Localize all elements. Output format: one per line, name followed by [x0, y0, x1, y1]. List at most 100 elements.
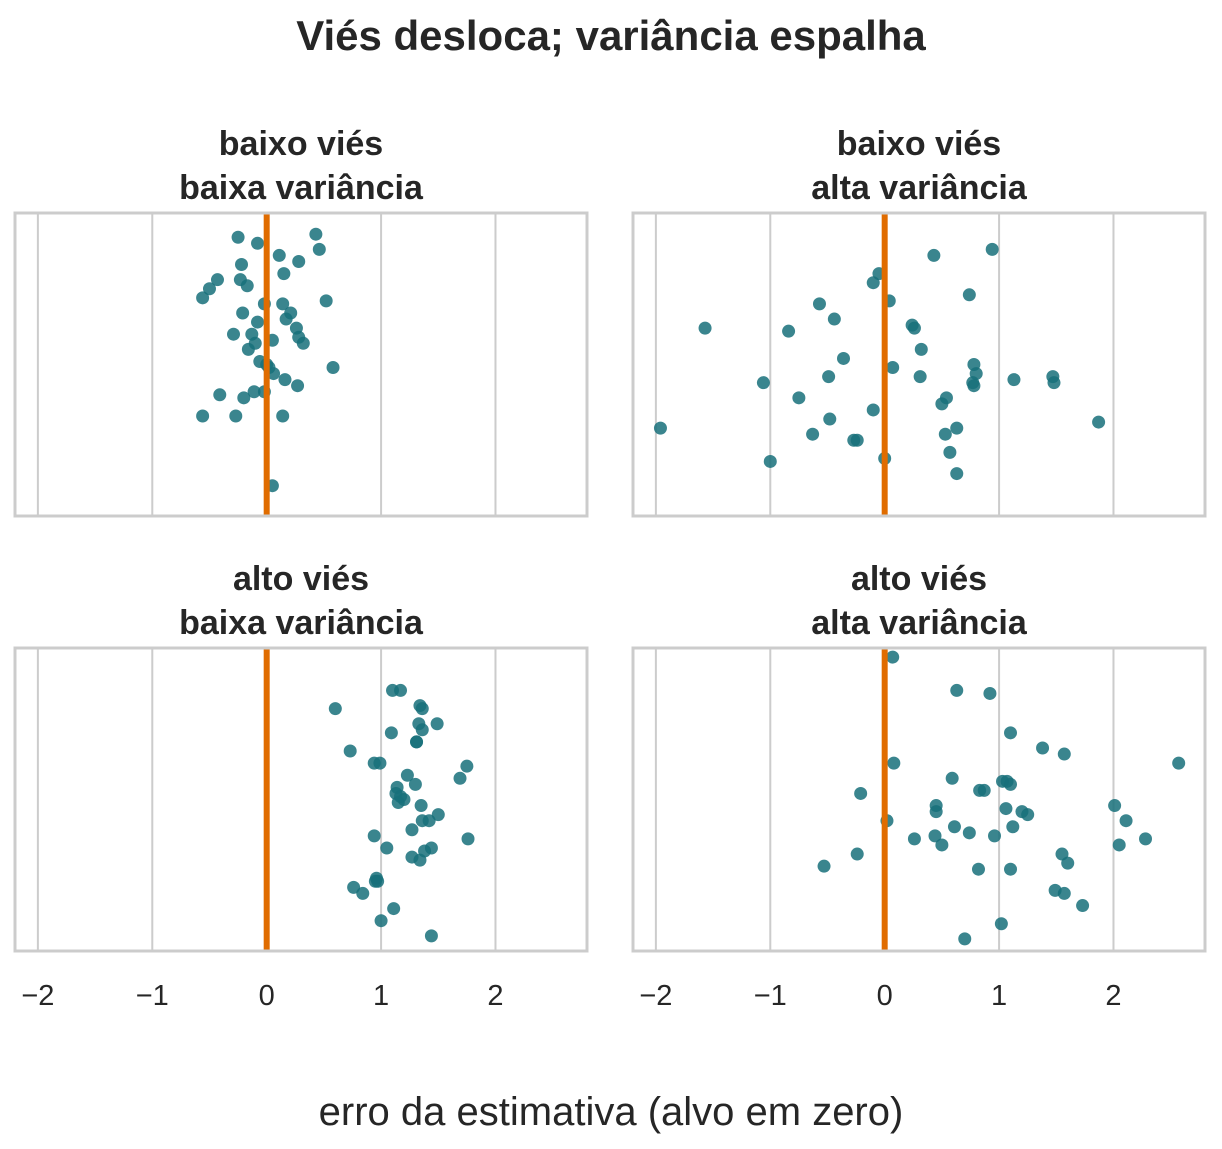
- scatter-point: [292, 254, 306, 268]
- x-tick-label: 2: [1105, 980, 1121, 1012]
- scatter-point: [453, 771, 467, 785]
- panel-title-line1: alto viés: [851, 560, 987, 598]
- scatter-point: [380, 841, 394, 855]
- panel-title-line2: baixa variância: [179, 169, 424, 207]
- axes-frame: [631, 646, 1207, 953]
- panel-high-bias-low-variance: alto viés baixa variância −2 −1 0 1 2: [13, 560, 589, 1012]
- scatter-point: [822, 370, 836, 384]
- scatter-point: [943, 445, 957, 459]
- scatter-point: [817, 859, 831, 873]
- scatter-point: [422, 814, 436, 828]
- x-tick-label: −1: [136, 980, 169, 1012]
- x-tick-label: 2: [487, 980, 503, 1012]
- scatter-point: [935, 838, 949, 852]
- scatter-point: [1057, 747, 1071, 761]
- scatter-point: [962, 826, 976, 840]
- x-tick-label: 1: [991, 980, 1007, 1012]
- scatter-point: [854, 786, 868, 800]
- scatter-point: [967, 379, 981, 393]
- scatter-point: [210, 273, 224, 287]
- scatter-point: [907, 832, 921, 846]
- axes-frame: [13, 646, 589, 953]
- scatter-point: [950, 467, 964, 481]
- scatter-point: [279, 312, 293, 326]
- scatter-point: [1021, 808, 1035, 822]
- scatter-point: [430, 717, 444, 731]
- scatter-point: [935, 397, 949, 411]
- scatter-point: [227, 327, 241, 341]
- scatter-point: [812, 297, 826, 311]
- scatter-points: [328, 683, 475, 943]
- x-tick-labels: −2 −1 0 1 2: [639, 980, 1121, 1012]
- scatter-point: [782, 324, 796, 338]
- scatter-point: [431, 808, 445, 822]
- scatter-point: [235, 258, 249, 272]
- scatter-point: [356, 886, 370, 900]
- scatter-point: [277, 267, 291, 281]
- panel-high-bias-high-variance: alto viés alta variância −2 −1 0 1 2: [631, 560, 1207, 1012]
- panel-title-line2: alta variância: [811, 604, 1028, 642]
- axes-frame: [631, 211, 1207, 518]
- scatter-point: [1047, 376, 1061, 390]
- scatter-point: [229, 409, 243, 423]
- panel-low-bias-low-variance: baixo viés baixa variância: [13, 125, 589, 518]
- scatter-point: [1119, 814, 1133, 828]
- scatter-point: [1108, 799, 1122, 813]
- scatter-point: [950, 421, 964, 435]
- scatter-point: [309, 227, 323, 241]
- scatter-point: [326, 361, 340, 375]
- scatter-point: [213, 388, 227, 402]
- x-tick-label: −1: [754, 980, 787, 1012]
- scatter-point: [373, 756, 387, 770]
- scatter-point: [236, 306, 250, 320]
- scatter-point: [343, 744, 357, 758]
- scatter-point: [374, 914, 388, 928]
- scatter-point: [866, 276, 880, 290]
- scatter-point: [886, 361, 900, 375]
- panel-title-line2: baixa variância: [179, 604, 424, 642]
- scatter-point: [394, 683, 408, 697]
- scatter-point: [928, 829, 942, 843]
- panel-title-line1: baixo viés: [219, 125, 383, 163]
- x-tick-label: 0: [259, 980, 275, 1012]
- scatter-point: [296, 336, 310, 350]
- panel-title-line1: alto viés: [233, 560, 369, 598]
- scatter-point: [823, 412, 837, 426]
- scatter-point: [414, 799, 428, 813]
- x-tick-label: 1: [373, 980, 389, 1012]
- scatter-point: [1172, 756, 1186, 770]
- scatter-point: [1004, 862, 1018, 876]
- scatter-point: [241, 342, 255, 356]
- scatter-point: [461, 832, 475, 846]
- scatter-point: [400, 768, 414, 782]
- scatter-point: [1061, 856, 1075, 870]
- scatter-point: [387, 902, 401, 916]
- scatter-point: [1007, 373, 1021, 387]
- scatter-point: [276, 409, 290, 423]
- scatter-point: [945, 771, 959, 785]
- scatter-point: [792, 391, 806, 405]
- scatter-point: [276, 297, 290, 311]
- scatter-point: [907, 321, 921, 335]
- scatter-point: [950, 683, 964, 697]
- scatter-point: [1112, 838, 1126, 852]
- scatter-point: [347, 880, 361, 894]
- scatter-point: [1004, 777, 1018, 791]
- scatter-point: [962, 288, 976, 302]
- scatter-point: [272, 248, 286, 262]
- scatter-point: [929, 805, 943, 819]
- scatter-point: [1004, 726, 1018, 740]
- scatter-point: [413, 853, 427, 867]
- scatter-point: [251, 236, 265, 250]
- scatter-point: [240, 279, 254, 293]
- scatter-point: [947, 820, 961, 834]
- scatter-point: [1036, 741, 1050, 755]
- chart-title: Viés desloca; variância espalha: [296, 12, 926, 59]
- scatter-point: [368, 874, 382, 888]
- scatter-point: [698, 321, 712, 335]
- scatter-point: [971, 862, 985, 876]
- scatter-point: [408, 777, 422, 791]
- scatter-point: [887, 756, 901, 770]
- scatter-point: [328, 702, 342, 716]
- scatter-points: [817, 650, 1186, 946]
